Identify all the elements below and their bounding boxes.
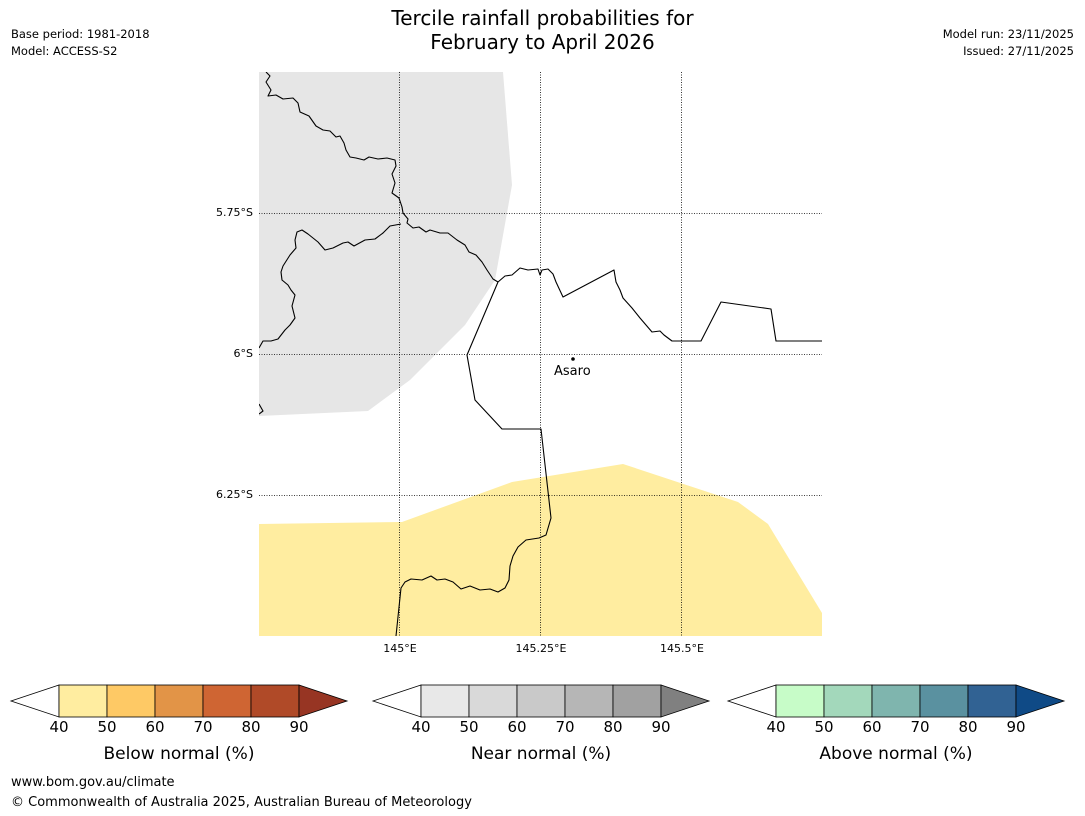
- cb-above-segment-3: [919, 684, 969, 718]
- cb-near-tick-40: 40: [411, 718, 431, 736]
- lat-label-6: 6°S: [233, 347, 253, 360]
- boundary-central: [497, 267, 822, 342]
- meta-right: Model run: 23/11/2025 Issued: 27/11/2025: [943, 26, 1074, 60]
- cb-above-extend-high: [1015, 684, 1066, 718]
- cb-above-tick-90: 90: [1006, 718, 1026, 736]
- model-name: Model: ACCESS-S2: [11, 44, 118, 58]
- cb-below-label: Below normal (%): [103, 744, 255, 764]
- cb-near-tick-50: 50: [459, 718, 479, 736]
- cb-near-segment-2: [516, 684, 566, 718]
- title-line-2: February to April 2026: [430, 30, 655, 54]
- cb-above-tick-50: 50: [814, 718, 834, 736]
- chart-title: Tercile rainfall probabilities for Febru…: [0, 6, 1085, 54]
- cb-below-tick-70: 70: [193, 718, 213, 736]
- footer-copyright: © Commonwealth of Australia 2025, Austra…: [11, 795, 472, 810]
- cb-above-extend-low: [726, 684, 777, 718]
- cb-below-tick-80: 80: [241, 718, 261, 736]
- cb-near-tick-70: 70: [555, 718, 575, 736]
- cb-below-tick-50: 50: [97, 718, 117, 736]
- boundary-south: [395, 281, 552, 636]
- colorbar-above-normal: [726, 684, 1066, 718]
- boundary-west: [259, 223, 402, 349]
- cb-near-extend-high: [660, 684, 711, 718]
- title-line-1: Tercile rainfall probabilities for: [391, 6, 694, 30]
- province-boundaries: [259, 72, 822, 636]
- cb-above-tick-40: 40: [766, 718, 786, 736]
- cb-below-tick-40: 40: [49, 718, 69, 736]
- issued-date: Issued: 27/11/2025: [963, 44, 1074, 58]
- lat-label-5-75: 5.75°S: [216, 206, 253, 219]
- cb-above-tick-80: 80: [958, 718, 978, 736]
- lat-label-6-25: 6.25°S: [216, 488, 253, 501]
- graticule: [259, 72, 822, 636]
- lon-label-145-5: 145.5°E: [660, 642, 704, 655]
- lon-label-145: 145°E: [383, 642, 417, 655]
- cb-near-tick-60: 60: [507, 718, 527, 736]
- base-period: Base period: 1981-2018: [11, 27, 150, 41]
- cb-near-segment-0: [420, 684, 470, 718]
- cb-below-extend-low: [9, 684, 60, 718]
- cb-near-tick-80: 80: [603, 718, 623, 736]
- cb-below-segment-3: [202, 684, 252, 718]
- model-run: Model run: 23/11/2025: [942, 27, 1074, 41]
- cb-near-segment-3: [564, 684, 614, 718]
- asaro-point-icon: [571, 357, 575, 361]
- colorbar-near-normal: [371, 684, 711, 718]
- cb-below-extend-high: [298, 684, 349, 718]
- cb-above-tick-60: 60: [862, 718, 882, 736]
- footer-url[interactable]: www.bom.gov.au/climate: [11, 775, 175, 790]
- colorbar-below-normal: [9, 684, 349, 718]
- cb-below-segment-1: [106, 684, 156, 718]
- cb-above-segment-1: [823, 684, 873, 718]
- cb-above-tick-70: 70: [910, 718, 930, 736]
- lon-label-145-25: 145.25°E: [515, 642, 567, 655]
- cb-above-segment-2: [871, 684, 921, 718]
- boundary-west-edge: [259, 403, 264, 415]
- cb-near-label: Near normal (%): [470, 744, 612, 764]
- boundary-north: [265, 72, 499, 283]
- cb-above-segment-0: [775, 684, 825, 718]
- cb-below-segment-2: [154, 684, 204, 718]
- cb-near-segment-4: [612, 684, 662, 718]
- meta-left: Base period: 1981-2018 Model: ACCESS-S2: [11, 26, 150, 60]
- cb-above-label: Above normal (%): [819, 744, 973, 764]
- near-normal-region: [259, 72, 512, 416]
- cb-below-segment-0: [58, 684, 108, 718]
- cb-near-extend-low: [371, 684, 422, 718]
- cb-near-tick-90: 90: [651, 718, 671, 736]
- cb-below-segment-4: [250, 684, 300, 718]
- cb-near-segment-1: [468, 684, 518, 718]
- place-label-asaro: Asaro: [554, 364, 591, 379]
- cb-above-segment-4: [967, 684, 1017, 718]
- cb-below-tick-90: 90: [289, 718, 309, 736]
- cb-below-tick-60: 60: [145, 718, 165, 736]
